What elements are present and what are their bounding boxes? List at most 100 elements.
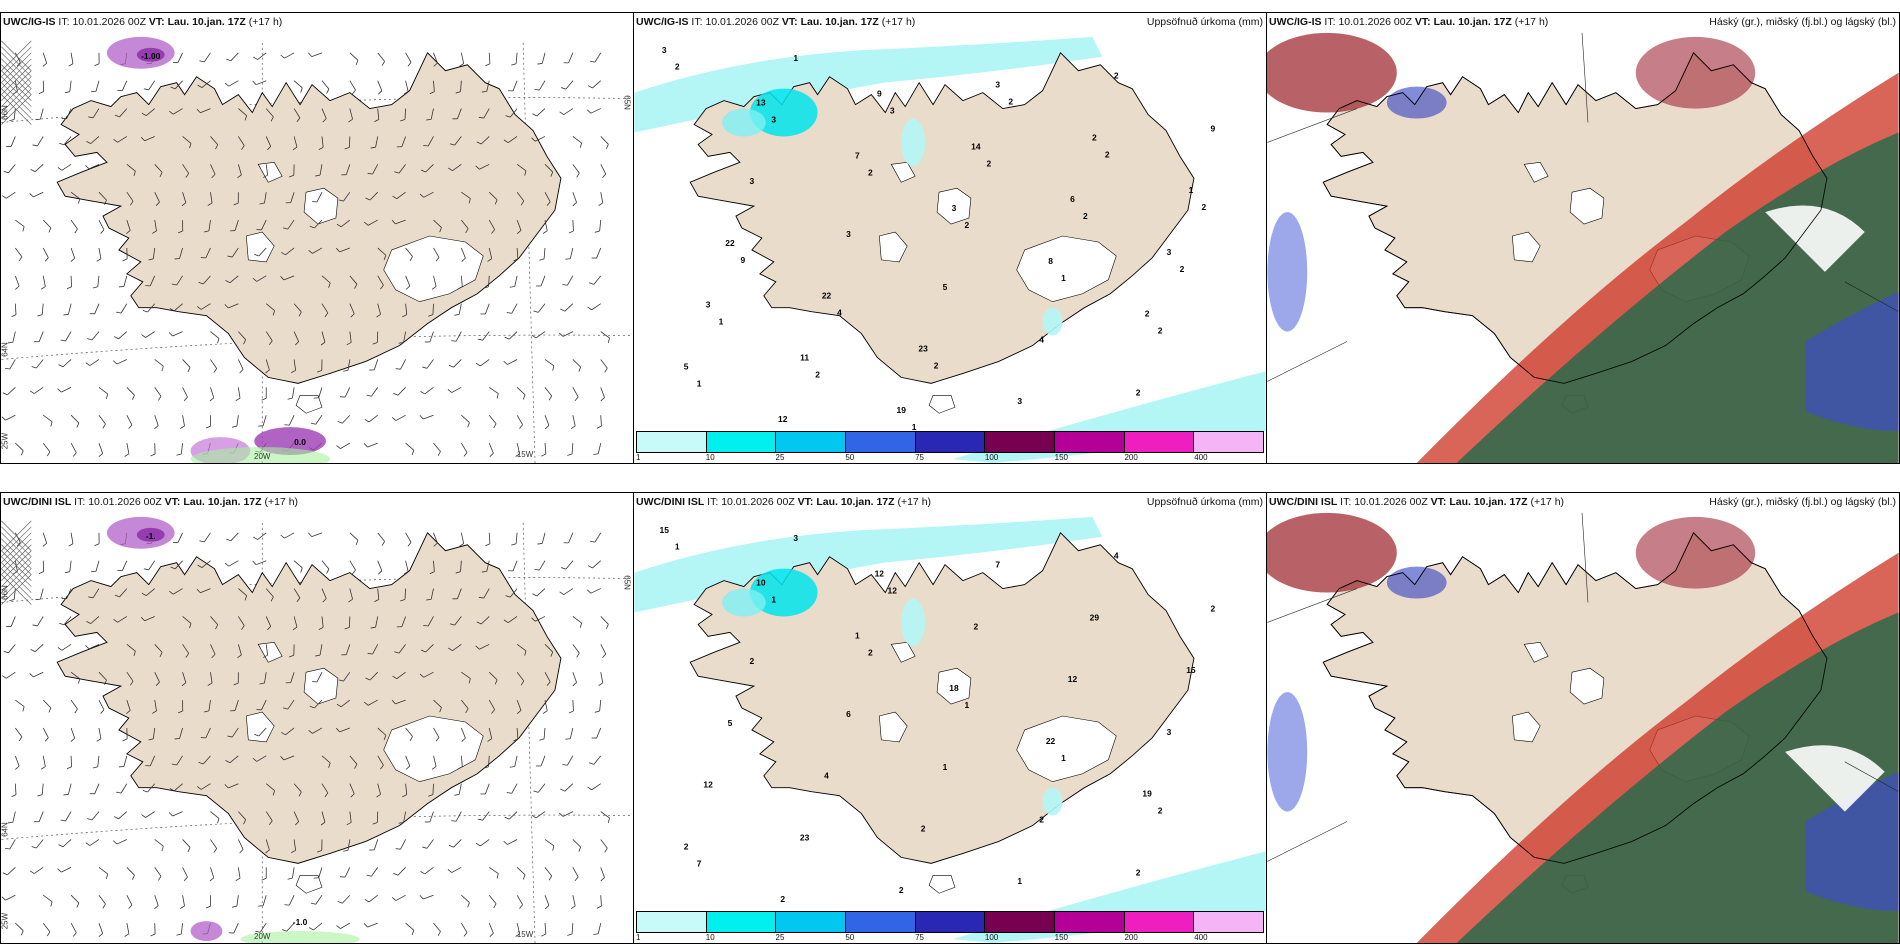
precip-value-label: 2 bbox=[965, 220, 970, 230]
precip-value-label: 2 bbox=[868, 167, 873, 177]
precip-value-label: 2 bbox=[1114, 71, 1119, 81]
precip-value-label: 2 bbox=[684, 841, 689, 851]
colorbar-swatch bbox=[846, 912, 916, 932]
precip-value-label: 9 bbox=[877, 89, 882, 99]
colorbar-tick: 25 bbox=[775, 933, 785, 942]
precip-value-label: 15 bbox=[1186, 665, 1196, 675]
colorbar-swatch bbox=[1055, 432, 1125, 452]
precip-value-label: 1 bbox=[912, 422, 917, 432]
panel-right-title: Háský (gr.), miðský (fj.bl.) og lágský (… bbox=[1709, 16, 1896, 28]
colorbar-tick: 75 bbox=[915, 933, 925, 942]
precip-map: 3137382512914633111932122222332933542232… bbox=[634, 36, 1266, 463]
precip-value-label: 22 bbox=[725, 238, 735, 248]
precip-value-label: 2 bbox=[1008, 97, 1013, 107]
contour-value-label: -1.0 bbox=[293, 917, 308, 927]
precip-value-label: 13 bbox=[756, 98, 766, 108]
precip-value-label: 1 bbox=[697, 378, 702, 388]
precip-value-label: 1 bbox=[675, 542, 680, 552]
precip-value-label: 1 bbox=[1189, 185, 1194, 195]
colorbar-tick: 1 bbox=[636, 933, 641, 942]
grid-label: 66N bbox=[1, 585, 9, 600]
panel-title: UWC/IG-IS IT: 10.01.2026 00Z VT: Lau. 10… bbox=[1269, 16, 1549, 28]
panel-right-title: Háský (gr.), miðský (fj.bl.) og lágský (… bbox=[1709, 496, 1896, 508]
colorbar-swatch bbox=[1124, 432, 1195, 452]
wind-panel-top: UWC/IG-IS IT: 10.01.2026 00Z VT: Lau. 10… bbox=[0, 12, 634, 464]
colorbar-swatch bbox=[1124, 912, 1195, 932]
precip-value-label: 2 bbox=[1083, 211, 1088, 221]
colorbar-swatch bbox=[1055, 912, 1125, 932]
precip-colorbar-ticks: 1 10 25 50 75 100 150 200 400 bbox=[636, 933, 1264, 943]
colorbar-tick: 75 bbox=[915, 453, 925, 462]
precip-value-label: 23 bbox=[800, 832, 810, 842]
grid-label: 65N bbox=[623, 575, 632, 590]
precip-value-label: 2 bbox=[1158, 806, 1163, 816]
precip-value-label: 22 bbox=[822, 291, 832, 301]
colorbar-tick: 100 bbox=[984, 453, 999, 462]
colorbar-tick: 10 bbox=[705, 453, 715, 462]
precip-value-label: 10 bbox=[756, 578, 766, 588]
colorbar-swatch bbox=[637, 432, 707, 452]
precip-value-label: 3 bbox=[662, 45, 667, 55]
colorbar-tick: 1 bbox=[636, 453, 641, 462]
precip-value-label: 2 bbox=[1105, 149, 1110, 159]
precip-value-label: 2 bbox=[1210, 603, 1215, 613]
colorbar-swatch bbox=[846, 432, 916, 452]
precip-value-label: 4 bbox=[1039, 335, 1044, 345]
colorbar-tick: 10 bbox=[705, 933, 715, 942]
colorbar-swatch bbox=[985, 912, 1056, 932]
precip-value-label: 5 bbox=[943, 282, 948, 292]
colorbar-swatch bbox=[776, 432, 847, 452]
precip-value-label: 1 bbox=[793, 53, 798, 63]
precip-value-label: 2 bbox=[1180, 264, 1185, 274]
precip-value-label: 2 bbox=[1158, 326, 1163, 336]
grid-label: 15W bbox=[517, 930, 534, 939]
panel-title: UWC/DINI ISL IT: 10.01.2026 00Z VT: Lau.… bbox=[1269, 496, 1565, 508]
grid-label: 64N bbox=[1, 342, 9, 357]
precip-value-label: 3 bbox=[952, 203, 957, 213]
colorbar-swatch bbox=[776, 912, 847, 932]
precip-value-label: 2 bbox=[1092, 132, 1097, 142]
precip-value-label: 2 bbox=[1202, 202, 1207, 212]
grid-label: 25W bbox=[1, 432, 9, 449]
colorbar-swatch bbox=[706, 912, 777, 932]
precip-value-label: 3 bbox=[995, 80, 1000, 90]
panel-title: UWC/DINI ISL IT: 10.01.2026 00Z VT: Lau.… bbox=[636, 496, 932, 508]
colorbar-tick: 200 bbox=[1124, 933, 1138, 942]
precip-value-label: 18 bbox=[949, 683, 959, 693]
precip-value-label: 2 bbox=[675, 62, 680, 72]
precip-value-label: 2 bbox=[1136, 867, 1141, 877]
colorbar-swatch bbox=[637, 912, 707, 932]
contour-value-label: -1. bbox=[146, 531, 156, 541]
precip-value-label: 2 bbox=[780, 894, 785, 904]
cloud-panel-top: UWC/IG-IS IT: 10.01.2026 00Z VT: Lau. 10… bbox=[1266, 12, 1900, 464]
precip-colorbar-ticks: 1 10 25 50 75 100 150 200 400 bbox=[636, 453, 1264, 463]
precip-value-label: 2 bbox=[750, 656, 755, 666]
precip-value-label: 12 bbox=[703, 780, 713, 790]
precip-value-label: 12 bbox=[888, 586, 898, 596]
precip-value-label: 2 bbox=[974, 621, 979, 631]
colorbar-swatch bbox=[1194, 432, 1264, 452]
precip-value-label: 3 bbox=[890, 106, 895, 116]
panel-title: UWC/DINI ISL IT: 10.01.2026 00Z VT: Lau.… bbox=[3, 496, 299, 508]
precip-value-label: 23 bbox=[918, 343, 928, 353]
precip-value-label: 1 bbox=[943, 762, 948, 772]
panel-title: UWC/IG-IS IT: 10.01.2026 00Z VT: Lau. 10… bbox=[636, 16, 916, 28]
precip-value-label: 3 bbox=[793, 533, 798, 543]
precip-value-label: 1 bbox=[1061, 273, 1066, 283]
grid-label: 66N bbox=[1, 105, 9, 120]
precip-panel-bottom: UWC/DINI ISL IT: 10.01.2026 00Z VT: Lau.… bbox=[633, 492, 1267, 944]
precip-value-label: 3 bbox=[706, 300, 711, 310]
precip-value-label: 2 bbox=[868, 647, 873, 657]
precip-colorbar bbox=[636, 431, 1264, 453]
precip-value-label: 12 bbox=[1068, 674, 1078, 684]
precip-value-label: 4 bbox=[837, 308, 842, 318]
precip-colorbar bbox=[636, 911, 1264, 933]
wind-map: 66N 65N 64N 25W 20W 15W -1. -1.0 bbox=[1, 516, 633, 943]
precip-value-label: 1 bbox=[855, 630, 860, 640]
precip-value-label: 3 bbox=[846, 229, 851, 239]
precip-value-label: 1 bbox=[1061, 753, 1066, 763]
precip-value-label: 15 bbox=[660, 525, 670, 535]
precip-value-label: 2 bbox=[1145, 309, 1150, 319]
grid-label: 15W bbox=[517, 450, 534, 459]
precip-value-label: 6 bbox=[1070, 194, 1075, 204]
